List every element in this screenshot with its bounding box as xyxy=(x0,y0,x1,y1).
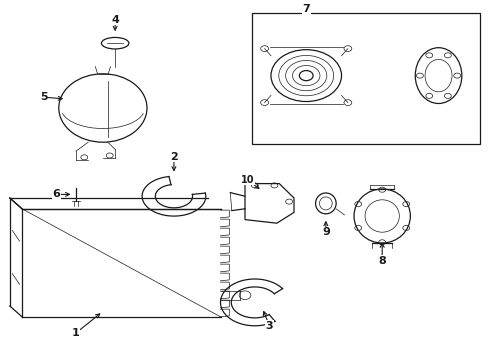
Text: 4: 4 xyxy=(111,15,119,25)
Text: 10: 10 xyxy=(241,175,254,185)
Text: 8: 8 xyxy=(378,256,386,266)
Text: 7: 7 xyxy=(302,4,310,14)
Bar xyxy=(252,13,480,144)
Text: 3: 3 xyxy=(266,321,273,331)
Text: 2: 2 xyxy=(170,152,178,162)
Text: 9: 9 xyxy=(322,227,330,237)
Text: 6: 6 xyxy=(52,189,60,199)
Text: 5: 5 xyxy=(40,92,48,102)
Text: 1: 1 xyxy=(72,328,80,338)
